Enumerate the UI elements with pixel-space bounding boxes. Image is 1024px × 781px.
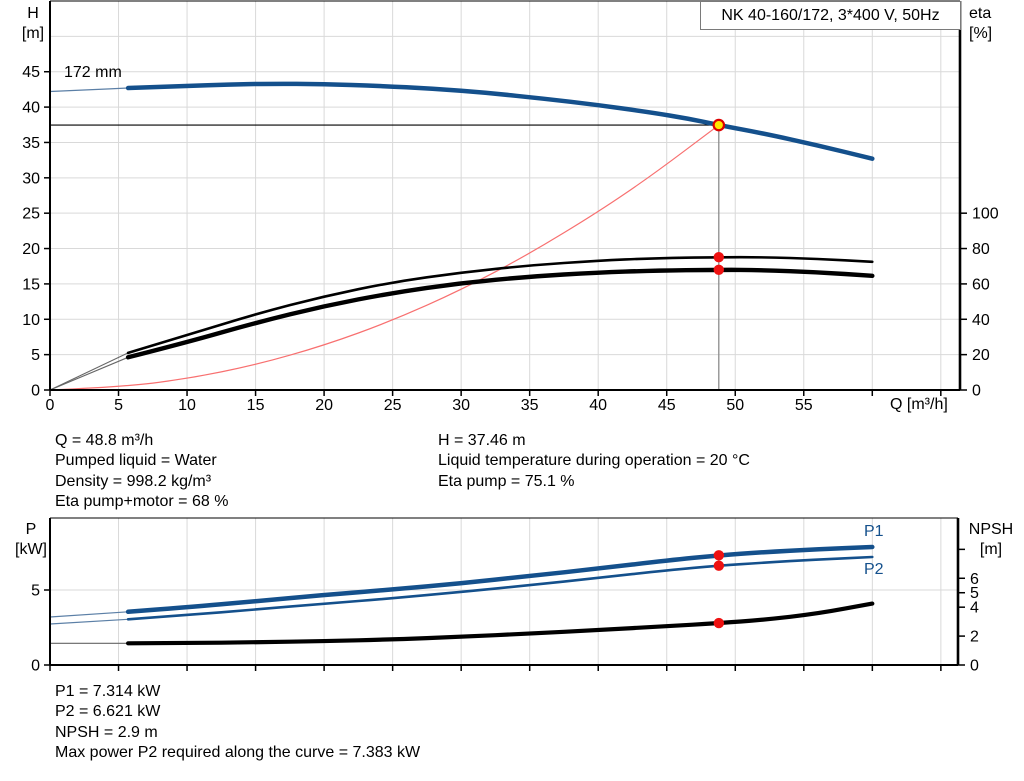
p1-curve-label: P1	[864, 523, 884, 540]
info-line: H = 37.46 m	[438, 432, 526, 449]
eta-pump-thin	[49, 352, 129, 391]
h-axis-label: H [m]	[21, 5, 45, 42]
info-line: Q = 48.8 m³/h	[55, 432, 154, 449]
tick-label: 0	[31, 658, 40, 675]
tick-label: 2	[970, 629, 979, 646]
gridlines	[50, 518, 958, 665]
tick-label: 10	[178, 397, 196, 414]
p2-curve	[126, 555, 874, 621]
info-line: P1 = 7.314 kW	[55, 683, 161, 700]
info-line: P2 = 6.621 kW	[55, 703, 161, 721]
info-line: Pumped liquid = Water	[55, 452, 217, 470]
tick-label: 0	[970, 658, 979, 675]
head-curve-172mm	[125, 81, 875, 161]
axis-tick-labels: 0 5 10 15 20 25 30 35 40 45 50 55 0 5 10 15 20 25 30 35 40 45…	[22, 64, 999, 414]
npsh-curve	[126, 601, 875, 646]
axes	[49, 517, 960, 666]
tick-label: 0	[972, 383, 981, 400]
tick-label: 15	[247, 397, 265, 414]
gridlines	[50, 1, 960, 390]
impeller-size-label: 172 mm	[64, 64, 122, 81]
tick-label: 5	[31, 583, 40, 600]
eta-axis-label: eta [%]	[969, 5, 993, 42]
power-info: P1 = 7.314 kW P2 = 6.621 kW NPSH = 2.9 m…	[55, 682, 420, 763]
info-line: NPSH = 2.9 m	[55, 723, 158, 741]
duty-dot	[713, 252, 724, 263]
p2-curve-thin	[49, 618, 129, 625]
tick-label: 50	[726, 397, 744, 414]
duty-info-right: H = 37.46 m Liquid temperature during op…	[438, 431, 750, 492]
info-line: Eta pump = 75.1 %	[438, 472, 575, 490]
eta-pump-motor-thin	[49, 356, 129, 391]
duty-markers	[713, 550, 725, 629]
pump-title-box: NK 40-160/172, 3*400 V, 50Hz	[700, 1, 961, 30]
tick-label: 20	[315, 397, 333, 414]
tick-label: 0	[46, 397, 55, 414]
duty-markers	[712, 118, 726, 275]
tick-label: 40	[589, 397, 607, 414]
tick-label: 55	[795, 397, 813, 414]
info-line: Liquid temperature during operation = 20…	[438, 452, 750, 470]
tick-label: 5	[114, 397, 123, 414]
tick-label: 0	[31, 383, 40, 400]
axis-ticks	[44, 548, 965, 671]
tick-label: 30	[452, 397, 470, 414]
info-line: Eta pump+motor = 68 %	[55, 492, 229, 510]
p1-curve-thin	[49, 611, 129, 618]
duty-point-marker	[712, 118, 726, 132]
tick-label: 6	[970, 571, 979, 588]
duty-dot	[713, 560, 725, 571]
p1-curve	[125, 544, 875, 615]
tick-label: 60	[972, 276, 990, 293]
tick-label: 15	[22, 276, 40, 293]
tick-label: 5	[31, 347, 40, 364]
tick-label: 25	[384, 397, 402, 414]
tick-label: 30	[22, 170, 40, 187]
tick-label: 4	[970, 600, 979, 617]
npsh-axis-label: NPSH [m]	[968, 521, 1014, 558]
tick-label: 5	[970, 585, 979, 602]
p-axis-label: P [kW]	[15, 521, 47, 558]
tick-label: 45	[22, 64, 40, 81]
duty-dot	[713, 264, 724, 275]
info-line: Density = 998.2 kg/m³	[55, 472, 212, 490]
system-curve	[49, 124, 720, 391]
axis-ticks	[44, 70, 967, 396]
tick-label: 20	[972, 347, 990, 364]
p2-curve-label: P2	[864, 561, 884, 578]
tick-label: 35	[521, 397, 539, 414]
eta-pump-motor-curve	[125, 267, 875, 360]
tick-label: 80	[972, 241, 990, 258]
tick-label: 45	[658, 397, 676, 414]
info-line: Max power P2 required along the curve = …	[55, 743, 421, 761]
head-curve-thin	[49, 87, 129, 93]
duty-dot	[713, 617, 725, 629]
tick-label: 40	[22, 100, 40, 117]
tick-label: 35	[22, 135, 40, 152]
eta-pump-curve	[126, 255, 874, 355]
tick-label: 25	[22, 206, 40, 223]
tick-label: 20	[22, 241, 40, 258]
q-axis-label: Q [m³/h]	[890, 396, 948, 413]
tick-label: 40	[972, 312, 990, 329]
tick-label: 100	[972, 206, 999, 223]
tick-label: 10	[22, 312, 40, 329]
duty-info-left: Q = 48.8 m³/h Pumped liquid = Water Dens…	[55, 431, 228, 512]
duty-dot	[713, 550, 725, 561]
pump-title: NK 40-160/172, 3*400 V, 50Hz	[721, 7, 940, 24]
